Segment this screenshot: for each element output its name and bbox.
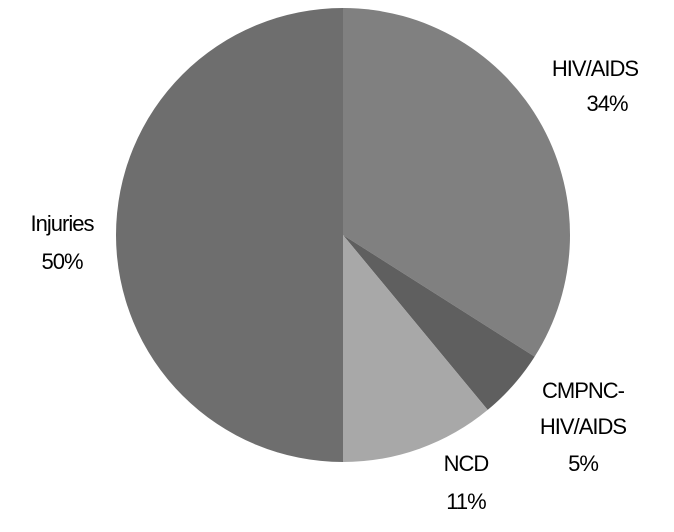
value-label: 11% [446,489,486,514]
label-line: NCD [444,451,489,476]
label-line: CMPNC- [542,378,625,403]
label-line: HIV/AIDS [540,414,626,439]
label-line: HIV/AIDS [552,56,638,81]
value-label: 5% [568,451,598,476]
pie-slice [343,235,535,410]
slice-label: CMPNC- HIV/AIDS [540,378,626,439]
slice-label: NCD [444,451,489,476]
slice-label: Injuries [31,211,95,236]
pie-slice [116,8,343,462]
pie-slice [343,235,488,462]
value-label: 34% [586,91,627,116]
label-line: Injuries [31,211,95,236]
slice-label: HIV/AIDS [552,56,638,81]
pie-slice [343,8,570,357]
value-label: 50% [41,249,82,274]
